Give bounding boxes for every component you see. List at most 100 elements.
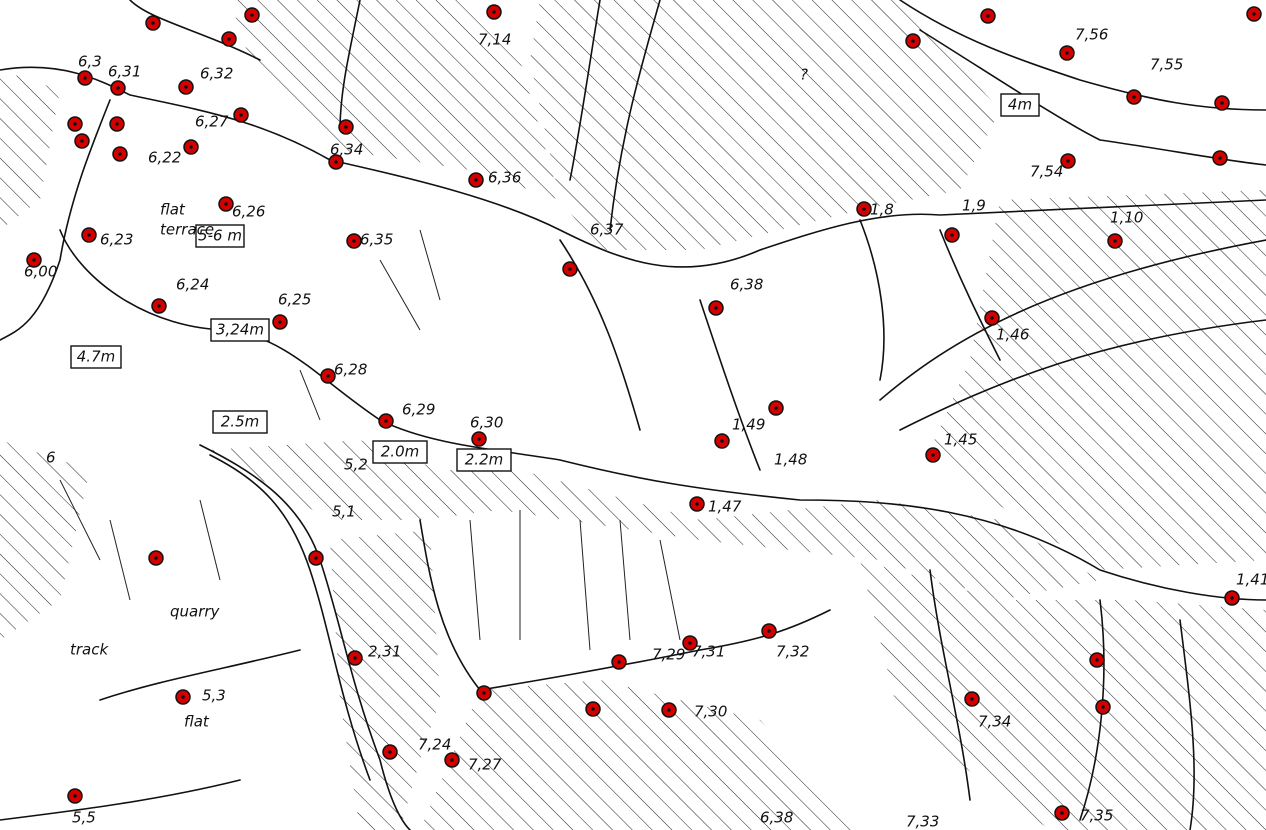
map-label: 5,3 <box>202 687 226 705</box>
map-label: 6,31 <box>108 63 141 81</box>
map-label: 7,56 <box>1075 26 1108 44</box>
survey-point-center <box>450 758 454 762</box>
survey-point-center <box>1065 51 1069 55</box>
survey-point-center <box>87 233 91 237</box>
survey-point-center <box>80 139 84 143</box>
survey-point-center <box>911 39 915 43</box>
survey-point-center <box>1113 239 1117 243</box>
map-label: 1,46 <box>996 326 1029 344</box>
survey-point-center <box>474 178 478 182</box>
map-label: 7,30 <box>694 703 727 721</box>
hatched-slopes <box>0 0 1266 830</box>
map-label: 5,2 <box>344 456 368 474</box>
survey-point-center <box>181 695 185 699</box>
map-label: 6,38 <box>730 276 763 294</box>
survey-point-center <box>73 794 77 798</box>
survey-point-center <box>344 125 348 129</box>
map-label: 6,23 <box>100 231 133 249</box>
survey-point-center <box>250 13 254 17</box>
survey-point-center <box>714 306 718 310</box>
map-label: quarry <box>170 603 221 621</box>
survey-point-center <box>154 556 158 560</box>
survey-point-center <box>617 660 621 664</box>
map-label: 7,35 <box>1080 807 1113 825</box>
map-label: 6,28 <box>334 361 367 379</box>
map-label: 6,37 <box>590 221 624 239</box>
survey-point-center <box>326 374 330 378</box>
map-label: 7,27 <box>468 756 502 774</box>
survey-point-center <box>83 76 87 80</box>
map-label: 1,47 <box>708 498 742 516</box>
survey-point-center <box>1066 159 1070 163</box>
survey-point-center <box>591 707 595 711</box>
survey-point-center <box>950 233 954 237</box>
survey-point-center <box>774 406 778 410</box>
map-label: 1,8 <box>870 201 894 219</box>
map-label: 1,9 <box>962 197 986 215</box>
map-label: 1,45 <box>944 431 977 449</box>
map-label: terrace <box>160 221 214 239</box>
survey-point-center <box>1101 705 1105 709</box>
map-label: 6,27 <box>195 113 229 131</box>
map-label: 1,41 <box>1236 571 1266 589</box>
map-label: 5,1 <box>332 503 356 521</box>
survey-point-center <box>184 85 188 89</box>
survey-point-center <box>334 160 338 164</box>
survey-point-center <box>986 14 990 18</box>
survey-point-center <box>73 122 77 126</box>
map-label: 7,33 <box>906 813 939 830</box>
map-label: 6,24 <box>176 276 209 294</box>
survey-point-center <box>239 113 243 117</box>
survey-point-center <box>767 629 771 633</box>
map-label: 7,24 <box>418 736 451 754</box>
survey-point-center <box>118 152 122 156</box>
survey-point-center <box>224 202 228 206</box>
map-label: track <box>70 641 109 659</box>
survey-point-center <box>314 556 318 560</box>
map-label: flat <box>184 713 210 731</box>
survey-point-center <box>1060 811 1064 815</box>
survey-point-center <box>352 239 356 243</box>
survey-point-center <box>1095 658 1099 662</box>
boxed-label: 4.7m <box>77 348 115 366</box>
survey-point-center <box>353 656 357 660</box>
survey-point-center <box>667 708 671 712</box>
boxed-label: 4m <box>1008 96 1032 114</box>
map-label: 6,26 <box>232 203 265 221</box>
boxed-label: 2.5m <box>221 413 259 431</box>
map-label: 7,34 <box>978 713 1011 731</box>
survey-point-center <box>32 258 36 262</box>
survey-point-center <box>1132 95 1136 99</box>
map-label: ? <box>800 66 808 84</box>
map-label: 1,48 <box>774 451 807 469</box>
boxed-label: 3,24m <box>216 321 264 339</box>
survey-point-center <box>116 86 120 90</box>
survey-point-center <box>720 439 724 443</box>
survey-point-center <box>477 437 481 441</box>
survey-point-center <box>1252 12 1256 16</box>
map-label: 6,30 <box>470 414 503 432</box>
map-label: 5,5 <box>72 809 96 827</box>
map-label: 1,10 <box>1110 209 1143 227</box>
boxed-label: 2.0m <box>381 443 419 461</box>
survey-point-center <box>862 207 866 211</box>
map-label: 7,32 <box>776 643 809 661</box>
map-label: 1,49 <box>732 416 765 434</box>
map-label: 6,29 <box>402 401 435 419</box>
map-label: 7,55 <box>1150 56 1183 74</box>
survey-point-center <box>568 267 572 271</box>
survey-point-center <box>151 21 155 25</box>
map-label: 2,31 <box>368 643 401 661</box>
map-label: 6,3 <box>78 53 102 71</box>
survey-point-center <box>688 641 692 645</box>
survey-point-center <box>115 122 119 126</box>
map-label: 6,36 <box>488 169 521 187</box>
survey-point-center <box>227 37 231 41</box>
survey-point-center <box>278 320 282 324</box>
map-label: 6,35 <box>360 231 393 249</box>
map-label: 7,29 <box>652 646 685 664</box>
survey-point-center <box>970 697 974 701</box>
survey-point-center <box>492 10 496 14</box>
map-label: 6,25 <box>278 291 311 309</box>
survey-point-center <box>384 419 388 423</box>
